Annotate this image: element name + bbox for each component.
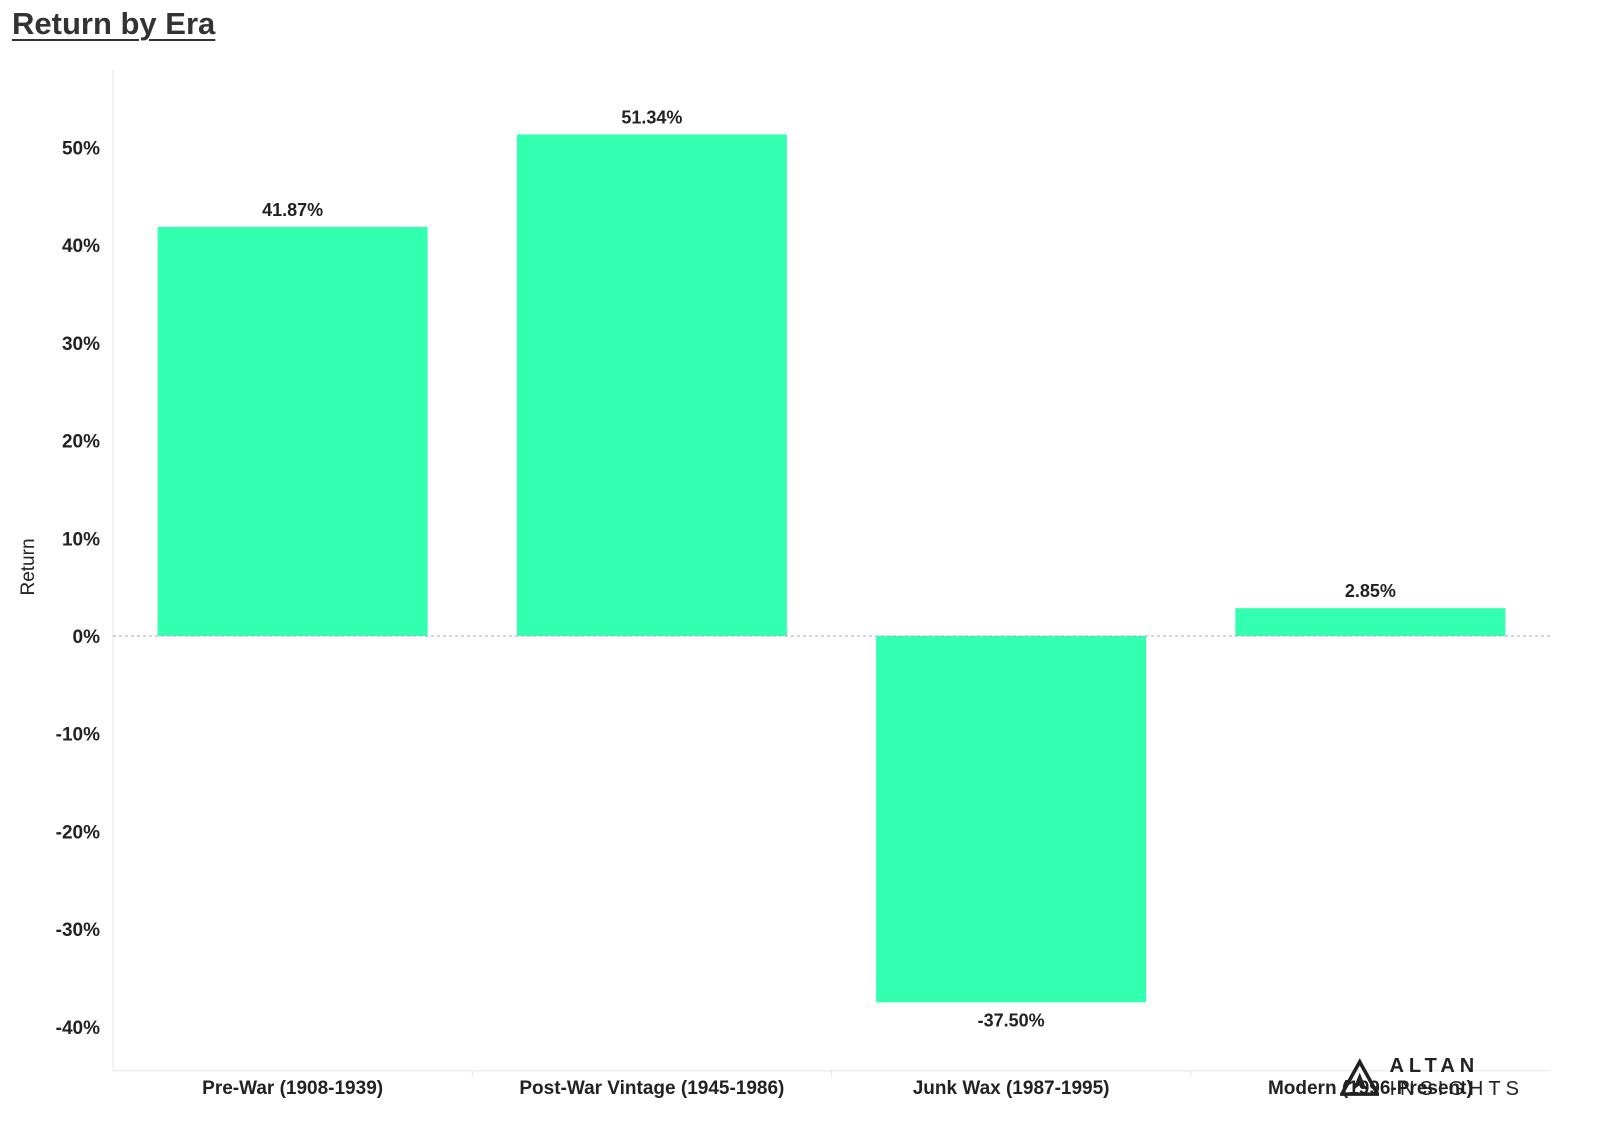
y-tick-label: -10% <box>56 725 100 746</box>
x-tick-label: Modern (1996-Present) <box>1268 1078 1473 1099</box>
y-tick-label: 30% <box>62 334 100 355</box>
x-tick-label: Post-War Vintage (1945-1986) <box>519 1078 784 1099</box>
logo-brand-bold: ALTAN <box>1389 1055 1480 1077</box>
logo-brand-light: INSIGHTS <box>1389 1078 1524 1100</box>
y-tick-label: -30% <box>56 920 100 941</box>
y-axis-label: Return <box>18 538 39 595</box>
bar[interactable] <box>157 226 428 636</box>
axes: 50% 40% 30% 20% 10% 0% -10% -20% -30% -40% <box>56 69 1550 1077</box>
labels: 41.87% Pre-War (1908-1939) 51.34% Post-War … <box>202 107 1473 1098</box>
y-tick-label: 20% <box>62 432 100 453</box>
y-tick-label: -40% <box>56 1018 100 1039</box>
bar[interactable] <box>1235 608 1506 636</box>
x-tick-label: Junk Wax (1987-1995) <box>913 1078 1110 1099</box>
bar[interactable] <box>876 636 1147 1003</box>
data-label: 51.34% <box>621 107 682 127</box>
y-tick-label: 10% <box>62 529 100 550</box>
altan-insights-logo: ALTAN INSIGHTS <box>1340 1055 1600 1101</box>
bar[interactable] <box>516 134 787 636</box>
altan-triangle-logo-icon <box>1340 1058 1380 1096</box>
y-tick-label: 0% <box>73 627 101 648</box>
data-label: 2.85% <box>1345 581 1396 601</box>
chart-title: Return by Era <box>12 6 216 41</box>
data-label: -37.50% <box>978 1010 1045 1030</box>
y-tick-label: 40% <box>62 236 100 257</box>
logo-text: ALTAN INSIGHTS <box>1389 1055 1600 1101</box>
data-label: 41.87% <box>262 200 323 220</box>
y-tick-label: -20% <box>56 822 100 843</box>
bars <box>113 134 1550 1003</box>
x-tick-label: Pre-War (1908-1939) <box>202 1078 383 1099</box>
y-tick-label: 50% <box>62 139 100 160</box>
